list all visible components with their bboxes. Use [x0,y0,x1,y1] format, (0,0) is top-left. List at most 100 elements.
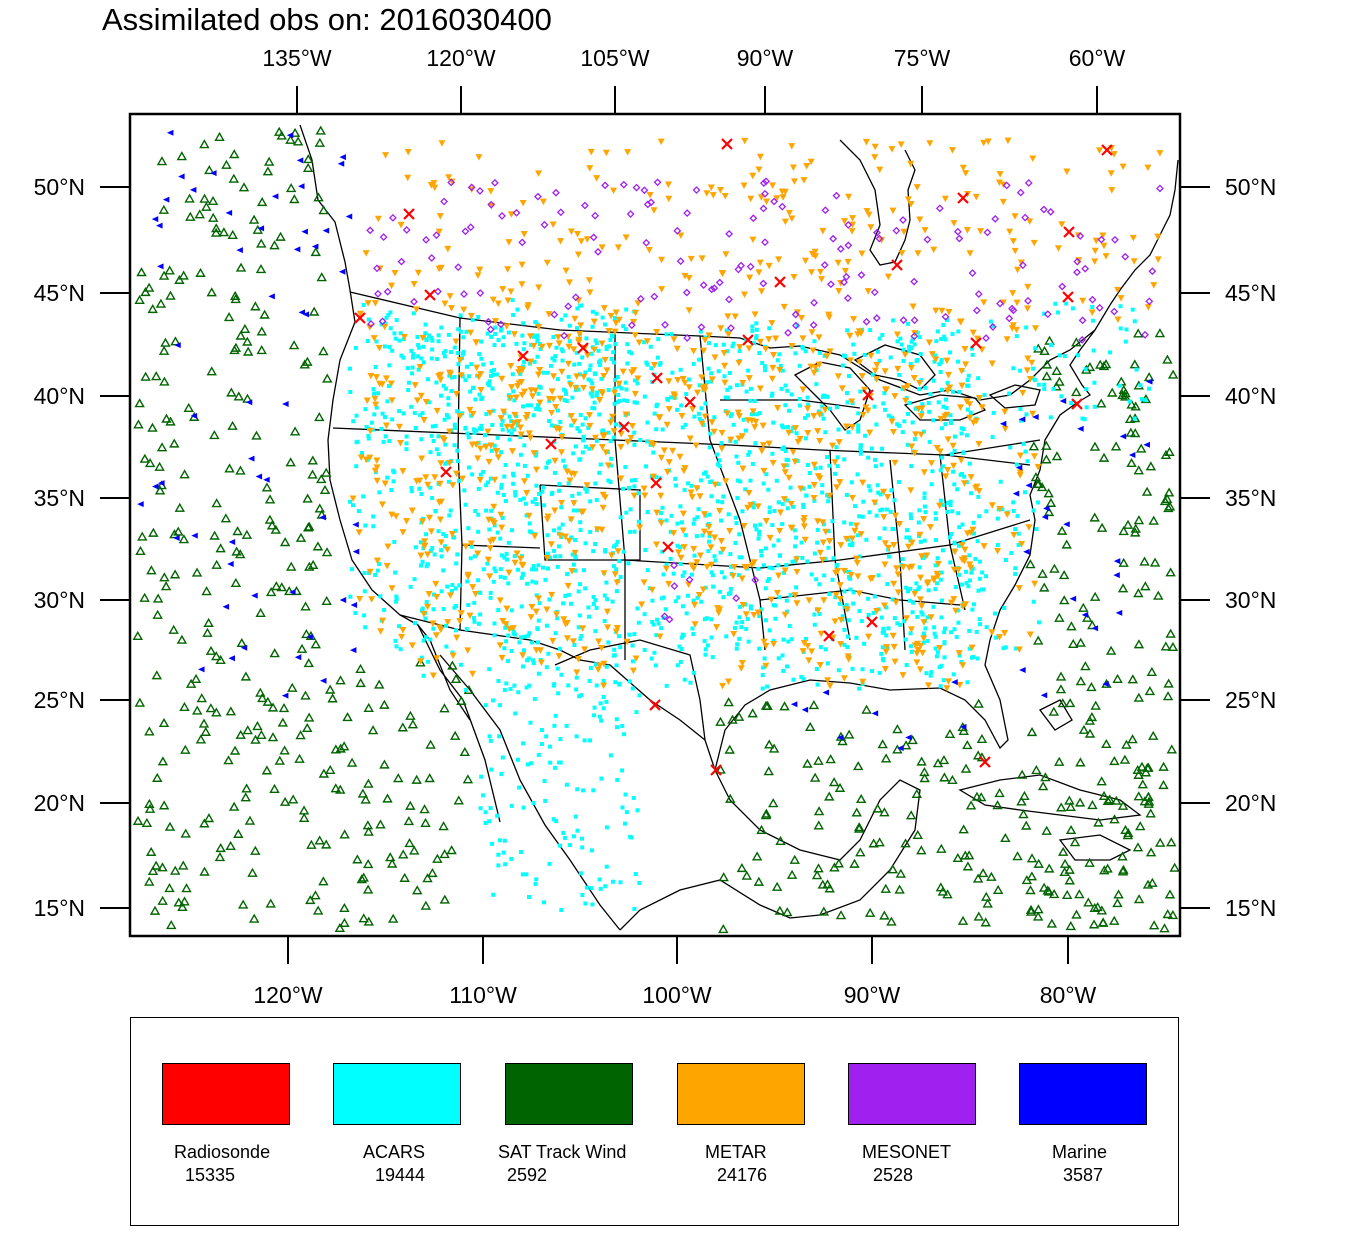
square-dot-marker [515,307,520,312]
square-dot-marker [957,525,962,530]
down-triangle-marker [792,425,800,432]
hollow-triangle-marker [1041,454,1052,464]
square-dot-marker [536,404,541,409]
square-dot-marker [827,463,832,468]
down-triangle-marker [657,520,665,527]
diamond-marker [821,206,830,215]
square-dot-marker [593,481,598,486]
x-mark-marker [979,756,991,768]
hollow-triangle-marker [1000,832,1011,843]
down-triangle-marker [907,200,915,208]
hollow-triangle-marker [1164,889,1176,899]
square-dot-marker [883,407,888,412]
square-dot-marker [973,557,978,562]
hollow-triangle-marker [225,706,237,716]
square-dot-marker [561,601,566,606]
square-dot-marker [909,339,914,344]
square-dot-marker [707,445,712,450]
square-dot-marker [413,545,418,550]
hollow-triangle-marker [199,818,210,828]
square-dot-marker [941,404,946,409]
square-dot-marker [869,446,874,451]
square-dot-marker [456,362,461,367]
square-dot-marker [1001,646,1006,651]
hollow-triangle-marker [1118,525,1129,536]
down-triangle-marker [399,468,407,475]
square-dot-marker [424,564,429,569]
square-dot-marker [649,656,654,661]
down-triangle-marker [847,357,855,364]
down-triangle-marker [762,662,770,670]
down-triangle-marker [397,221,405,229]
hollow-triangle-marker [1049,563,1060,573]
diamond-marker [972,306,981,315]
down-triangle-marker [1091,258,1099,265]
square-dot-marker [778,553,783,558]
square-dot-marker [589,351,594,356]
down-triangle-marker [916,380,924,387]
square-dot-marker [350,567,355,572]
x-mark-marker [1101,144,1113,156]
diamond-marker [770,197,779,206]
square-dot-marker [827,592,832,597]
down-triangle-marker [818,276,826,283]
down-triangle-marker [871,154,879,161]
square-dot-marker [1018,368,1023,373]
square-dot-marker [394,599,399,604]
hollow-triangle-marker [157,862,168,872]
square-dot-marker [1037,620,1042,625]
hollow-triangle-marker [269,783,280,793]
down-triangle-marker [467,312,475,320]
square-dot-marker [728,414,733,419]
down-triangle-marker [670,336,678,343]
diamond-marker [1110,307,1119,316]
down-triangle-marker [693,559,701,566]
square-dot-marker [521,496,526,501]
down-triangle-marker [671,393,679,400]
square-dot-marker [394,318,399,323]
down-triangle-marker [492,318,500,325]
square-dot-marker [876,573,881,578]
diamond-marker [556,208,565,217]
square-dot-marker [712,415,717,420]
hollow-triangle-marker [1048,706,1060,716]
hollow-triangle-marker [277,717,289,727]
square-dot-marker [588,378,593,383]
hollow-triangle-marker [303,712,315,722]
hollow-triangle-marker [314,835,325,845]
hollow-triangle-marker [1096,398,1107,408]
square-dot-marker [863,433,868,438]
hollow-triangle-marker [944,728,956,738]
square-dot-marker [611,360,616,365]
hollow-triangle-marker [1046,918,1058,928]
down-triangle-marker [751,311,759,318]
hollow-triangle-marker [1059,858,1071,868]
square-dot-marker [531,661,536,666]
square-dot-marker [446,415,451,420]
square-dot-marker [929,482,934,487]
down-triangle-marker [491,476,499,484]
square-dot-marker [610,879,615,884]
square-dot-marker [608,753,613,758]
down-triangle-marker [456,618,464,625]
hollow-triangle-marker [156,442,168,452]
square-dot-marker [933,353,938,358]
down-triangle-marker [891,512,899,520]
square-dot-marker [931,378,936,383]
square-dot-marker [421,638,426,643]
down-triangle-marker [895,520,903,528]
square-dot-marker [933,634,938,639]
down-triangle-marker [555,426,563,433]
down-triangle-marker [920,516,928,523]
square-dot-marker [877,670,882,675]
down-triangle-marker [1130,258,1138,265]
square-dot-marker [704,616,709,621]
hollow-triangle-marker [134,697,146,707]
down-triangle-marker [617,475,625,483]
square-dot-marker [522,359,527,364]
down-triangle-marker [567,516,575,523]
down-triangle-marker [962,361,970,368]
down-triangle-marker [536,399,544,407]
down-triangle-marker [804,429,812,437]
hollow-triangle-marker [1032,911,1044,921]
